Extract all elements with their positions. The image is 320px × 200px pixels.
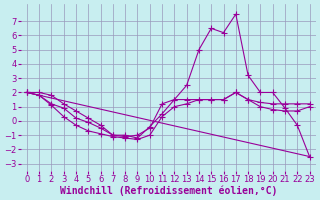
X-axis label: Windchill (Refroidissement éolien,°C): Windchill (Refroidissement éolien,°C) bbox=[60, 185, 277, 196]
